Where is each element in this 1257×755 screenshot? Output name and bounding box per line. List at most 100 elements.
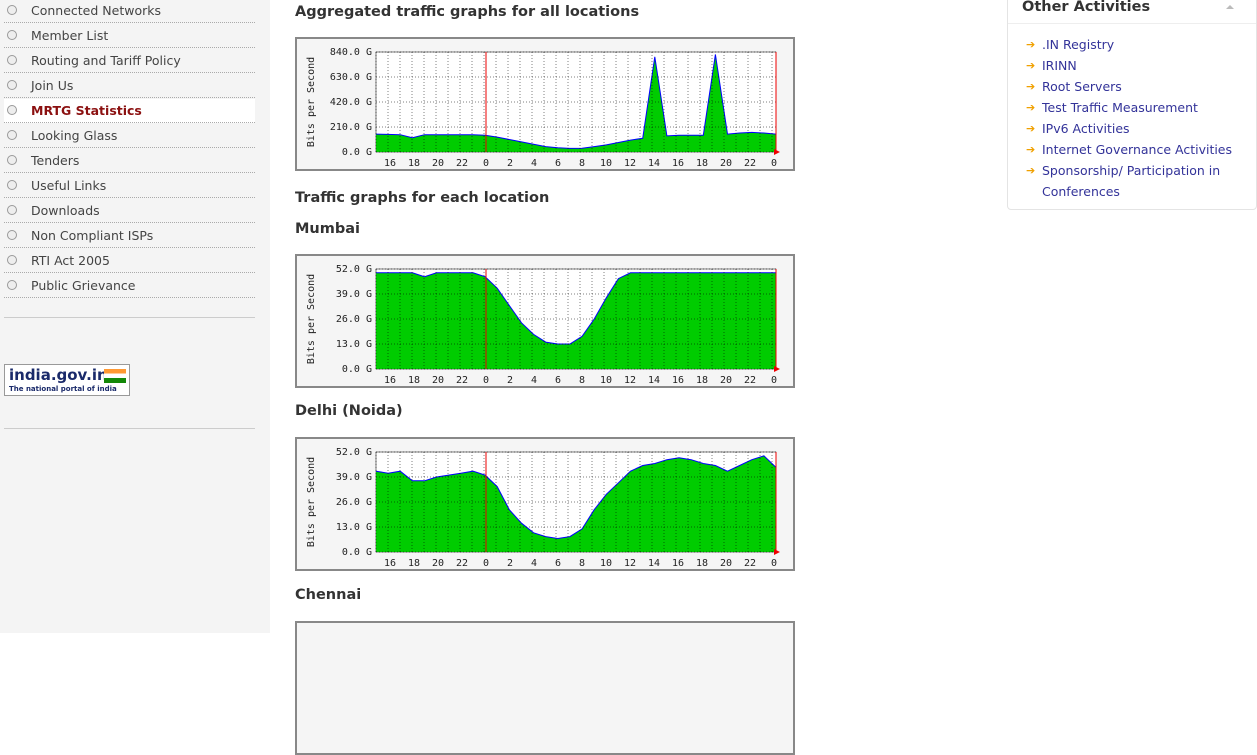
link-text: Test Traffic Measurement — [1042, 100, 1198, 115]
activity-link[interactable]: ➔ IPv6 Activities — [1026, 118, 1242, 139]
x-tick-label: 22 — [456, 558, 468, 569]
x-tick-label: 22 — [456, 158, 468, 169]
link-text: Internet Governance Activities — [1042, 142, 1233, 157]
y-tick-label: 26.0 G — [336, 497, 372, 508]
x-tick-label: 4 — [531, 558, 537, 569]
y-tick-label: 26.0 G — [336, 314, 372, 325]
logo[interactable]: india.gov.in The national portal of indi… — [4, 364, 130, 396]
x-tick-label: 18 — [408, 158, 420, 169]
menu-label: Connected Networks — [31, 3, 161, 18]
y-tick-label: 840.0 G — [330, 47, 372, 58]
arrow-icon: ➔ — [1026, 101, 1036, 114]
graph-frame — [295, 621, 795, 755]
x-tick-label: 22 — [456, 375, 468, 386]
menu-item[interactable]: Tenders — [4, 149, 255, 173]
x-tick-label: 0 — [771, 158, 777, 169]
activity-link[interactable]: ➔ .IN Registry — [1026, 34, 1242, 55]
x-tick-label: 0 — [483, 158, 489, 169]
section-heading: Traffic graphs for each location — [295, 190, 550, 206]
activity-link[interactable]: ➔ Test Traffic Measurement — [1026, 97, 1242, 118]
menu-item[interactable]: Member List — [4, 24, 255, 48]
axis-arrow — [774, 149, 780, 155]
x-tick-label: 22 — [744, 158, 756, 169]
activity-link[interactable]: ➔ Root Servers — [1026, 76, 1242, 97]
x-tick-label: 2 — [507, 158, 513, 169]
x-tick-label: 14 — [648, 158, 660, 169]
x-tick-label: 22 — [744, 558, 756, 569]
y-tick-label: 210.0 G — [330, 122, 372, 133]
y-tick-label: 0.0 G — [342, 364, 372, 375]
bullet-icon — [7, 105, 17, 115]
menu-item[interactable]: Downloads — [4, 199, 255, 223]
menu-item[interactable]: RTI Act 2005 — [4, 249, 255, 273]
graph-title: Aggregated traffic graphs for all locati… — [295, 4, 640, 20]
activity-link[interactable]: ➔ Sponsorship/ Participation in Conferenc… — [1026, 160, 1242, 202]
x-tick-label: 4 — [531, 375, 537, 386]
y-tick-label: 52.0 G — [336, 264, 372, 275]
menu-label: Join Us — [31, 78, 74, 93]
menu-label: MRTG Statistics — [31, 103, 142, 118]
collapse-icon[interactable] — [1226, 5, 1234, 9]
arrow-icon: ➔ — [1026, 80, 1036, 93]
x-tick-label: 16 — [672, 375, 684, 386]
y-tick-label: 0.0 G — [342, 147, 372, 158]
menu-item[interactable]: Routing and Tariff Policy — [4, 49, 255, 73]
menu-item[interactable]: Public Grievance — [4, 274, 255, 298]
arrow-icon: ➔ — [1026, 122, 1036, 135]
menu-label: Non Compliant ISPs — [31, 228, 154, 243]
logo-title: india.gov.in — [9, 366, 108, 384]
traffic-graph — [295, 621, 795, 755]
axis-arrow — [774, 549, 780, 555]
y-tick-label: 420.0 G — [330, 97, 372, 108]
x-tick-label: 0 — [771, 558, 777, 569]
link-text: Root Servers — [1042, 79, 1122, 94]
bullet-icon — [7, 255, 17, 265]
traffic-line — [375, 455, 777, 540]
activity-link[interactable]: ➔ IRINN — [1026, 55, 1242, 76]
x-tick-label: 6 — [555, 558, 561, 569]
x-tick-label: 12 — [624, 558, 636, 569]
y-axis-label: Bits per Second — [306, 274, 317, 364]
traffic-graph: 0.0 G 13.0 G 26.0 G 39.0 G 52.0 G 16 18 20 22 0 2 4… — [295, 254, 795, 388]
graph-title: Chennai — [295, 587, 362, 603]
menu-item[interactable]: MRTG Statistics — [4, 99, 255, 123]
logo-flag — [104, 369, 126, 383]
x-tick-label: 10 — [600, 558, 612, 569]
x-tick-label: 18 — [696, 375, 708, 386]
logo-subtitle: The national portal of india — [9, 385, 117, 393]
link-text: IPv6 Activities — [1042, 121, 1130, 136]
x-tick-label: 20 — [432, 158, 444, 169]
divider — [1008, 23, 1256, 24]
x-tick-label: 0 — [771, 375, 777, 386]
y-tick-label: 39.0 G — [336, 289, 372, 300]
x-tick-label: 12 — [624, 158, 636, 169]
menu-item[interactable]: Connected Networks — [4, 0, 255, 23]
bullet-icon — [7, 80, 17, 90]
menu-item[interactable]: Non Compliant ISPs — [4, 224, 255, 248]
arrow-icon: ➔ — [1026, 38, 1036, 51]
arrow-icon: ➔ — [1026, 143, 1036, 156]
graph-title: Delhi (Noida) — [295, 403, 403, 419]
menu-label: Member List — [31, 28, 109, 43]
traffic-line — [375, 54, 777, 149]
menu-item[interactable]: Useful Links — [4, 174, 255, 198]
x-tick-label: 6 — [555, 158, 561, 169]
activity-link[interactable]: ➔ Internet Governance Activities — [1026, 139, 1242, 160]
menu-label: Useful Links — [31, 178, 107, 193]
separator — [4, 317, 255, 318]
y-axis-label: Bits per Second — [306, 57, 317, 147]
menu-label: Tenders — [31, 153, 80, 168]
x-tick-label: 14 — [648, 375, 660, 386]
x-tick-label: 14 — [648, 558, 660, 569]
y-tick-label: 52.0 G — [336, 447, 372, 458]
bullet-icon — [7, 5, 17, 15]
menu-item[interactable]: Looking Glass — [4, 124, 255, 148]
other-activities: Other Activities ➔ .IN Registry ➔ IRINN ➔ Roo… — [1007, 0, 1257, 210]
x-tick-label: 18 — [696, 558, 708, 569]
bullet-icon — [7, 280, 17, 290]
menu-item[interactable]: Join Us — [4, 74, 255, 98]
bullet-icon — [7, 55, 17, 65]
box-title: Other Activities — [1022, 0, 1151, 15]
